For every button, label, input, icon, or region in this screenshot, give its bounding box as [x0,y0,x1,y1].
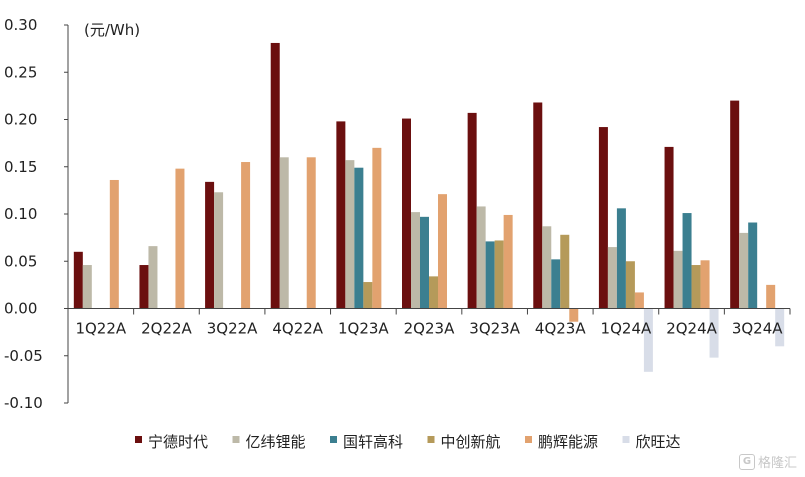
bar [739,232,749,309]
x-tick-label: 4Q23A [535,320,586,338]
bar [634,292,644,309]
bar [476,206,486,309]
bar [336,121,346,309]
x-tick-label: 3Q24A [732,320,783,338]
y-tick-label: -0.05 [4,347,43,365]
watermark: G 格隆汇 [738,452,797,471]
bars [73,42,785,372]
bar [420,216,429,309]
legend-swatch [622,436,630,443]
bar [411,212,420,309]
x-tick-label: 1Q22A [75,320,126,338]
bar [73,251,83,309]
x-tick-label: 2Q24A [666,320,717,338]
x-tick-label: 1Q24A [601,320,652,338]
unit-label: (元/Wh) [84,21,140,39]
y-tick-label: 0.05 [4,252,37,270]
bar [363,282,373,309]
y-tick-label: 0.15 [4,158,37,176]
bar [270,42,280,309]
legend-swatch [525,436,532,443]
bar [241,162,251,309]
bar [139,265,149,309]
x-tick-label: 3Q22A [207,320,258,338]
x-tick-label: 4Q22A [272,320,323,338]
bar [354,167,364,309]
bar [560,234,570,309]
bar [643,308,653,372]
legend-label: 国轩高科 [343,433,403,451]
bar [700,260,710,309]
bar [467,112,477,309]
bar [372,147,382,309]
bar [494,240,504,309]
bar [306,157,316,309]
bar [551,259,561,309]
bar [109,179,119,309]
bar [598,127,608,309]
legend-label: 中创新航 [441,433,501,451]
legend-swatch [330,436,337,443]
legend-label: 亿纬锂能 [246,433,306,451]
bar [607,247,617,309]
x-tick-label: 2Q22A [141,320,192,338]
bar [673,250,683,309]
bar [569,308,579,322]
bar [730,100,740,309]
bar [214,192,224,309]
legend-label: 鹏辉能源 [538,433,598,451]
bar [664,146,674,309]
bar [205,181,215,309]
bar [616,208,626,309]
bar [748,222,758,309]
bar [279,157,289,309]
x-tick-label: 2Q23A [404,320,455,338]
bar [429,276,438,309]
bar [148,246,158,309]
bar [533,102,543,309]
watermark-logo-icon: G [738,453,755,470]
bar [542,226,552,309]
bar [82,265,92,309]
y-tick-label: -0.10 [4,394,43,412]
bar [625,261,635,309]
x-axis: 1Q22A 2Q22A 3Q22A 4Q22A 1Q23A 2Q23A 3Q23A 4Q23A… [67,308,791,338]
legend-swatch [427,436,435,443]
bar [402,118,411,309]
legend-label: 宁德时代 [148,433,208,451]
bar [682,213,692,309]
legend-swatch [135,436,142,443]
legend-label: 欣旺达 [636,433,681,451]
y-tick-label: 0.20 [4,111,37,129]
bar [438,194,447,309]
legend-swatch [232,436,240,443]
bar [766,284,776,309]
bar [345,160,355,309]
x-tick-label: 3Q23A [469,320,520,338]
bar [485,241,495,309]
bar [709,308,719,358]
y-tick-label: 0.30 [4,16,37,34]
bar [175,168,185,309]
legend: 宁德时代 亿纬锂能 国轩高科 中创新航 鹏辉能源 欣旺达 [135,433,681,451]
y-tick-label: 0.25 [4,63,37,81]
bar [691,265,701,309]
watermark-text: 格隆汇 [757,456,797,471]
x-tick-label: 1Q23A [338,320,389,338]
bar [775,308,785,347]
y-axis: -0.10 -0.05 0.00 0.05 0.10 0.15 0.20 0.25 0.30 [4,16,69,412]
y-tick-label: 0.10 [4,205,37,223]
bar [503,214,513,309]
y-tick-label: 0.00 [4,300,37,318]
